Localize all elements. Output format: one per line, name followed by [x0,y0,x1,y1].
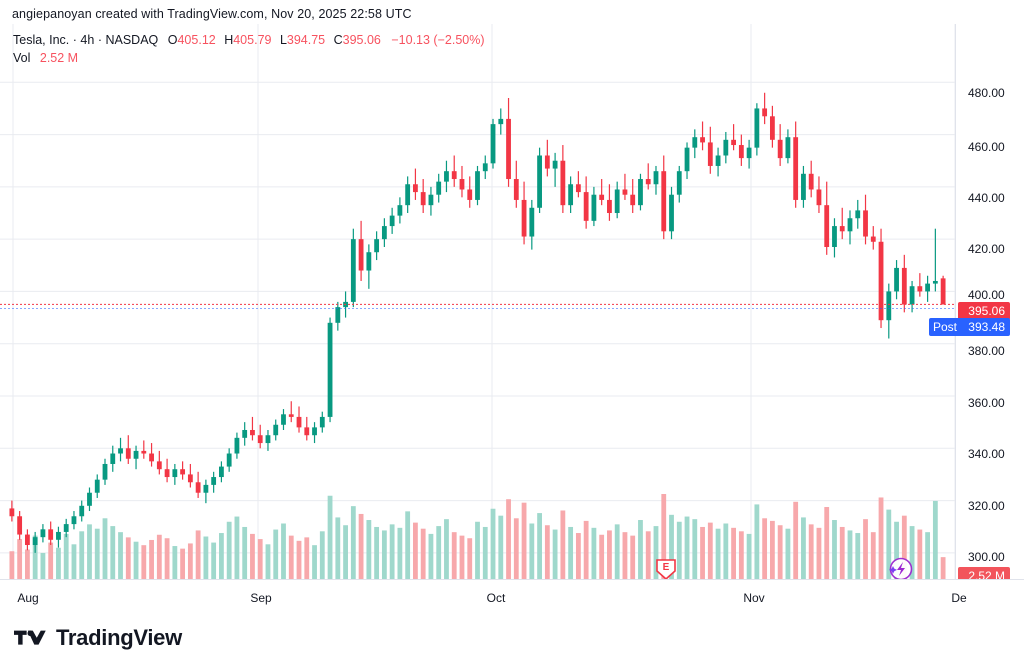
price-tick-360: 360.00 [968,396,1005,410]
tradingview-logo-text: TradingView [56,625,182,650]
price-axis[interactable]: 480.00 460.00 440.00 420.00 400.00 380.0… [955,24,1024,585]
tradingview-logo-icon [14,630,46,645]
time-tick-aug: Aug [17,591,39,605]
footer: TradingView [0,613,1024,665]
price-tick-380: 380.00 [968,344,1005,358]
tradingview-logo[interactable]: TradingView [14,625,182,651]
price-tick-440: 440.00 [968,191,1005,205]
post-market-tag: Post [929,318,962,336]
earnings-marker-icon: E [656,559,676,579]
time-tick-sep: Sep [250,591,272,605]
attribution-text: angiepanoyan created with TradingView.co… [12,7,412,21]
price-tick-320: 320.00 [968,499,1005,513]
time-tick-nov: Nov [743,591,765,605]
price-tick-400: 400.00 [968,288,1005,302]
price-tick-460: 460.00 [968,140,1005,154]
time-tick-oct: Oct [486,591,506,605]
time-axis[interactable]: Aug Sep Oct Nov De [0,579,1024,613]
price-tick-480: 480.00 [968,86,1005,100]
chart-frame: E Tesla, Inc. · 4h · NASDAQ O405.12 H405… [0,24,1024,613]
chart-plot-area[interactable]: E [0,24,955,579]
post-market-price-badge: 393.48 [958,318,1010,336]
price-tick-420: 420.00 [968,242,1005,256]
candlestick-svg: E [0,24,955,579]
svg-text:E: E [663,562,670,573]
lightning-bolt-icon [889,557,913,579]
last-price-badge: 395.06 [958,302,1010,320]
time-tick-dec: De [951,591,967,605]
price-tick-300: 300.00 [968,550,1005,564]
price-tick-340: 340.00 [968,447,1005,461]
